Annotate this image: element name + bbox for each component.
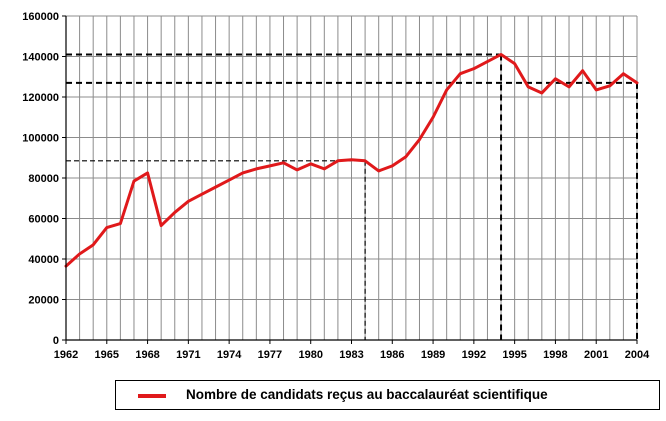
x-tick-label: 2001 xyxy=(584,349,608,361)
line-chart: 0 20000 40000 60000 80000 100000 120000 140000 1… xyxy=(22,11,650,361)
x-tick-label: 1989 xyxy=(421,349,445,361)
x-tick-label: 1986 xyxy=(380,349,404,361)
x-tick-label: 2004 xyxy=(625,349,650,361)
series-layer xyxy=(64,52,639,268)
x-axis-ticks: 1962 1965 1968 1971 1974 1977 1980 1983 1986 1989… xyxy=(54,340,650,361)
x-tick-label: 1998 xyxy=(543,349,567,361)
y-tick-label: 120000 xyxy=(22,92,59,104)
y-tick-label: 140000 xyxy=(22,52,59,64)
y-axis-ticks: 0 20000 40000 60000 80000 100000 120000 140000 1… xyxy=(22,11,66,347)
x-tick-label: 1974 xyxy=(217,349,242,361)
y-tick-label: 0 xyxy=(53,335,59,347)
grid xyxy=(65,15,638,341)
x-tick-label: 1968 xyxy=(135,349,159,361)
x-tick-label: 1983 xyxy=(339,349,363,361)
y-tick-label: 80000 xyxy=(28,173,59,185)
x-tick-label: 1971 xyxy=(176,349,200,361)
legend-swatch xyxy=(138,394,166,398)
x-tick-label: 1965 xyxy=(95,349,119,361)
y-tick-label: 160000 xyxy=(22,11,59,23)
x-tick-label: 1992 xyxy=(462,349,486,361)
legend: Nombre de candidats reçus au baccalauréa… xyxy=(115,380,660,410)
legend-label: Nombre de candidats reçus au baccalauréa… xyxy=(186,387,548,402)
reference-lines xyxy=(66,53,638,340)
y-tick-label: 60000 xyxy=(28,214,59,226)
y-tick-label: 40000 xyxy=(28,254,59,266)
x-tick-label: 1977 xyxy=(258,349,282,361)
x-tick-label: 1980 xyxy=(298,349,322,361)
y-tick-label: 100000 xyxy=(22,133,59,145)
x-tick-label: 1962 xyxy=(54,349,78,361)
x-tick-label: 1995 xyxy=(502,349,526,361)
y-tick-label: 20000 xyxy=(28,295,59,307)
